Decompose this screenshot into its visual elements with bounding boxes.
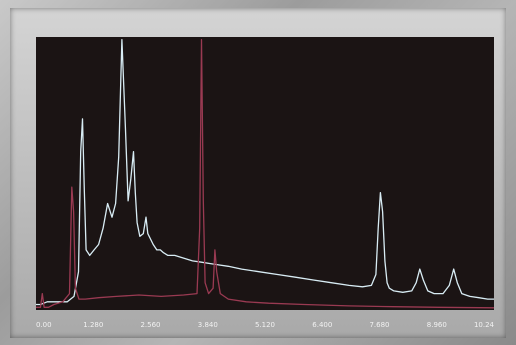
x-tick-label: 2.560 xyxy=(140,321,160,329)
x-tick-label: 0.00 xyxy=(36,321,52,329)
x-tick-label: 5.120 xyxy=(255,321,275,329)
x-tick-label: 3.840 xyxy=(198,321,218,329)
series-line-1 xyxy=(36,39,494,306)
series-line-2 xyxy=(36,39,495,309)
x-tick-label: 1.280 xyxy=(83,321,103,329)
x-tick-labels: 0.00 1.280 2.560 3.840 5.120 6.400 7.680 8.960 1… xyxy=(36,321,495,329)
x-tick-label: 6.400 xyxy=(312,321,332,329)
plot-area xyxy=(36,37,494,310)
x-tick-label: 8.960 xyxy=(427,321,447,329)
x-tick-label: 7.680 xyxy=(369,321,389,329)
series-layer xyxy=(36,39,495,309)
x-tick-label: 10.24 xyxy=(474,321,495,329)
